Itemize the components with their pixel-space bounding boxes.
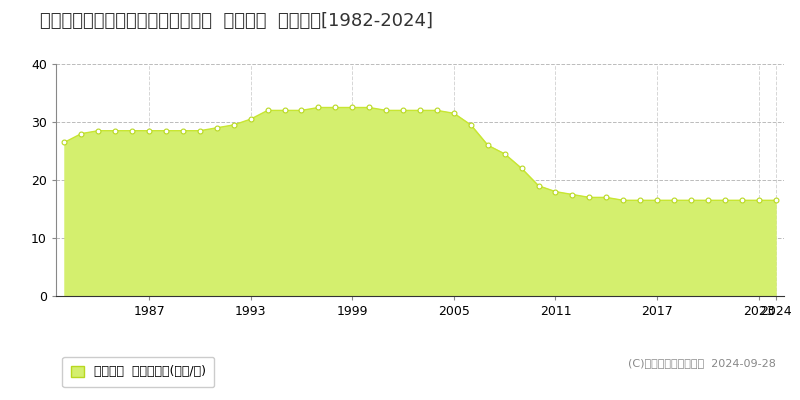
Text: 青森県八戸市類家１丁目２１５番９  基準地価  地価推移[1982-2024]: 青森県八戸市類家１丁目２１５番９ 基準地価 地価推移[1982-2024]: [40, 12, 433, 30]
Legend: 基準地価  平均嵪単価(万円/嵪): 基準地価 平均嵪単価(万円/嵪): [62, 357, 214, 387]
Text: (C)土地価格ドットコム  2024-09-28: (C)土地価格ドットコム 2024-09-28: [628, 358, 776, 368]
